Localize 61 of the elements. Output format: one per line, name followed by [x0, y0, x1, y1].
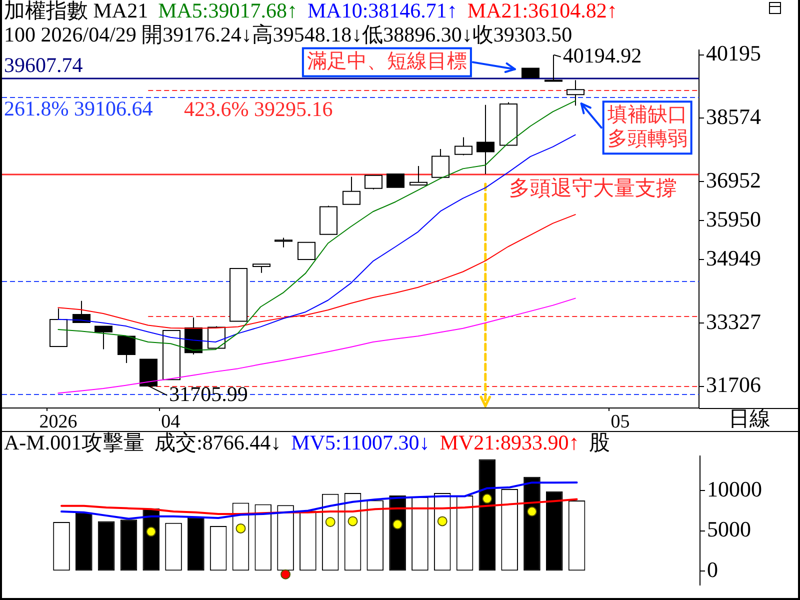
bar — [478, 459, 496, 571]
bar — [76, 512, 92, 571]
candlestick — [342, 176, 360, 205]
text: MA21:36104.82↑ — [467, 0, 618, 23]
text: MA5:39017.68↑ — [158, 0, 298, 23]
point — [236, 523, 246, 534]
point — [437, 516, 448, 526]
point — [482, 494, 492, 504]
ref-line-label: 39607.74 — [4, 52, 84, 77]
candlestick — [298, 242, 316, 260]
y-tick-label: 0 — [707, 556, 718, 582]
point — [392, 519, 403, 530]
text: MV5:11007.30↓ — [291, 430, 430, 455]
annotation: 滿足中、短線目標 — [306, 50, 467, 72]
ref-line-label: 261.8% 39106.64 — [4, 96, 154, 120]
bar — [120, 520, 138, 571]
candlestick — [410, 166, 428, 186]
y-tick-label: 36952 — [706, 167, 761, 192]
candlestick — [252, 264, 270, 274]
chart-title: 加權指數 MA21 — [4, 0, 148, 23]
y-tick-label: 33327 — [706, 308, 761, 334]
ref-line-label: 423.6% 39295.16 — [184, 97, 333, 122]
text: MA10:38146.71↑ — [308, 0, 458, 23]
candlestick — [522, 68, 540, 78]
x-tick-label: 04 — [161, 411, 181, 432]
annotation: 填補缺口多頭轉弱 — [606, 104, 688, 150]
point — [280, 569, 291, 580]
y-tick-label: 38574 — [706, 104, 761, 129]
text: 成交:8766.44↓ — [154, 430, 282, 455]
point — [348, 516, 358, 526]
bar — [524, 476, 540, 571]
chart-title: A-M.001攻擊量 — [4, 430, 145, 455]
y-tick-label: 5000 — [707, 516, 751, 542]
candlestick — [118, 336, 136, 364]
point — [146, 526, 156, 537]
candlestick — [386, 174, 404, 188]
text: 股 — [589, 430, 610, 455]
y-tick-label: 34949 — [706, 245, 761, 270]
y-tick-label: 35950 — [706, 206, 761, 232]
x-tick-label: 2026 — [39, 411, 78, 432]
candlestick — [454, 136, 472, 156]
text: 日線 — [728, 406, 770, 431]
candlestick — [544, 54, 562, 82]
bar — [98, 521, 115, 571]
candlestick — [432, 148, 450, 178]
candlestick — [94, 326, 112, 350]
point — [526, 506, 537, 517]
candlestick — [476, 104, 494, 175]
y-tick-label: 10000 — [707, 476, 762, 502]
x-tick-label: 05 — [610, 411, 630, 432]
bar — [188, 517, 204, 571]
y-tick-label: 31706 — [706, 372, 761, 398]
y-tick-label: 40195 — [706, 40, 761, 66]
candlestick — [566, 80, 584, 106]
point — [325, 517, 336, 528]
candlestick — [230, 268, 248, 322]
candlestick — [162, 330, 180, 380]
ref-line-label: 多頭退守大量支撐 — [509, 176, 677, 200]
text: MV21:8933.90↑ — [440, 430, 580, 455]
candlestick — [50, 308, 68, 348]
bar — [546, 491, 563, 571]
